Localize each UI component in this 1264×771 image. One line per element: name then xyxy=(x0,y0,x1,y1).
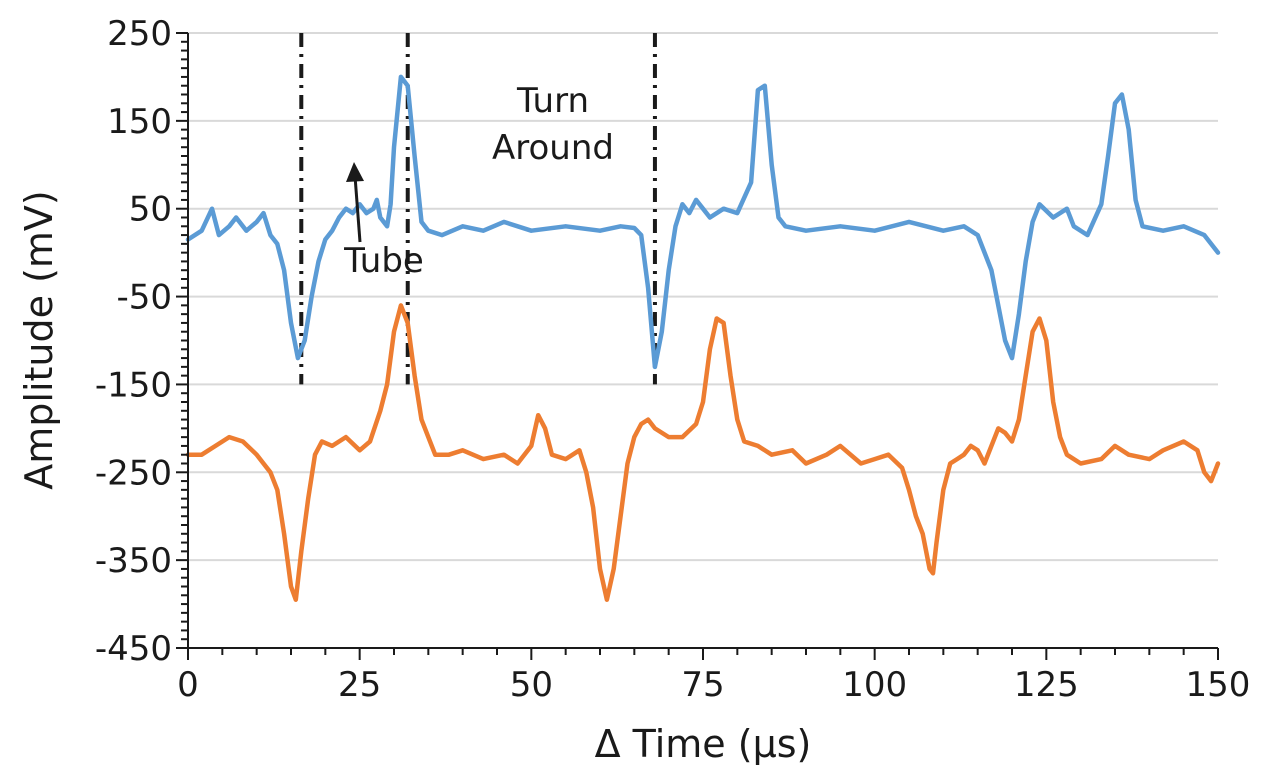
axes xyxy=(176,32,1219,660)
tube-label: Tube xyxy=(343,241,424,281)
x-tick-label: 100 xyxy=(842,665,907,705)
series-line-2 xyxy=(185,303,1221,602)
x-tick-label: 125 xyxy=(1014,665,1079,705)
gridlines xyxy=(188,32,1218,649)
y-tick-label: 50 xyxy=(129,190,172,230)
y-tick-label: -450 xyxy=(95,629,172,669)
turn-around-label-line: Around xyxy=(492,128,614,168)
y-tick-label: -50 xyxy=(116,278,172,318)
series-lines xyxy=(185,74,1221,602)
tube-arrowhead xyxy=(346,162,364,182)
x-axis-title: Δ Time (µs) xyxy=(595,722,812,766)
x-tick-label: 150 xyxy=(1186,665,1251,705)
y-tick-label: -150 xyxy=(95,365,172,405)
turn-around-annotation: Turn Around xyxy=(492,81,614,168)
x-tick-label: 25 xyxy=(338,665,381,705)
turn-around-label-line: Turn xyxy=(516,81,589,121)
x-tick-label: 50 xyxy=(510,665,553,705)
y-axis-title: Amplitude (mV) xyxy=(17,190,61,489)
y-tick-label: -350 xyxy=(95,541,172,581)
y-tick-label: -250 xyxy=(95,453,172,493)
tube-arrow xyxy=(353,175,362,243)
series-line-1 xyxy=(185,74,1221,370)
y-tick-label: 150 xyxy=(107,102,172,142)
y-tick-label: 250 xyxy=(107,14,172,54)
tube-annotation: Tube xyxy=(343,162,424,281)
x-tick-label: 0 xyxy=(177,665,199,705)
x-tick-label: 75 xyxy=(681,665,724,705)
